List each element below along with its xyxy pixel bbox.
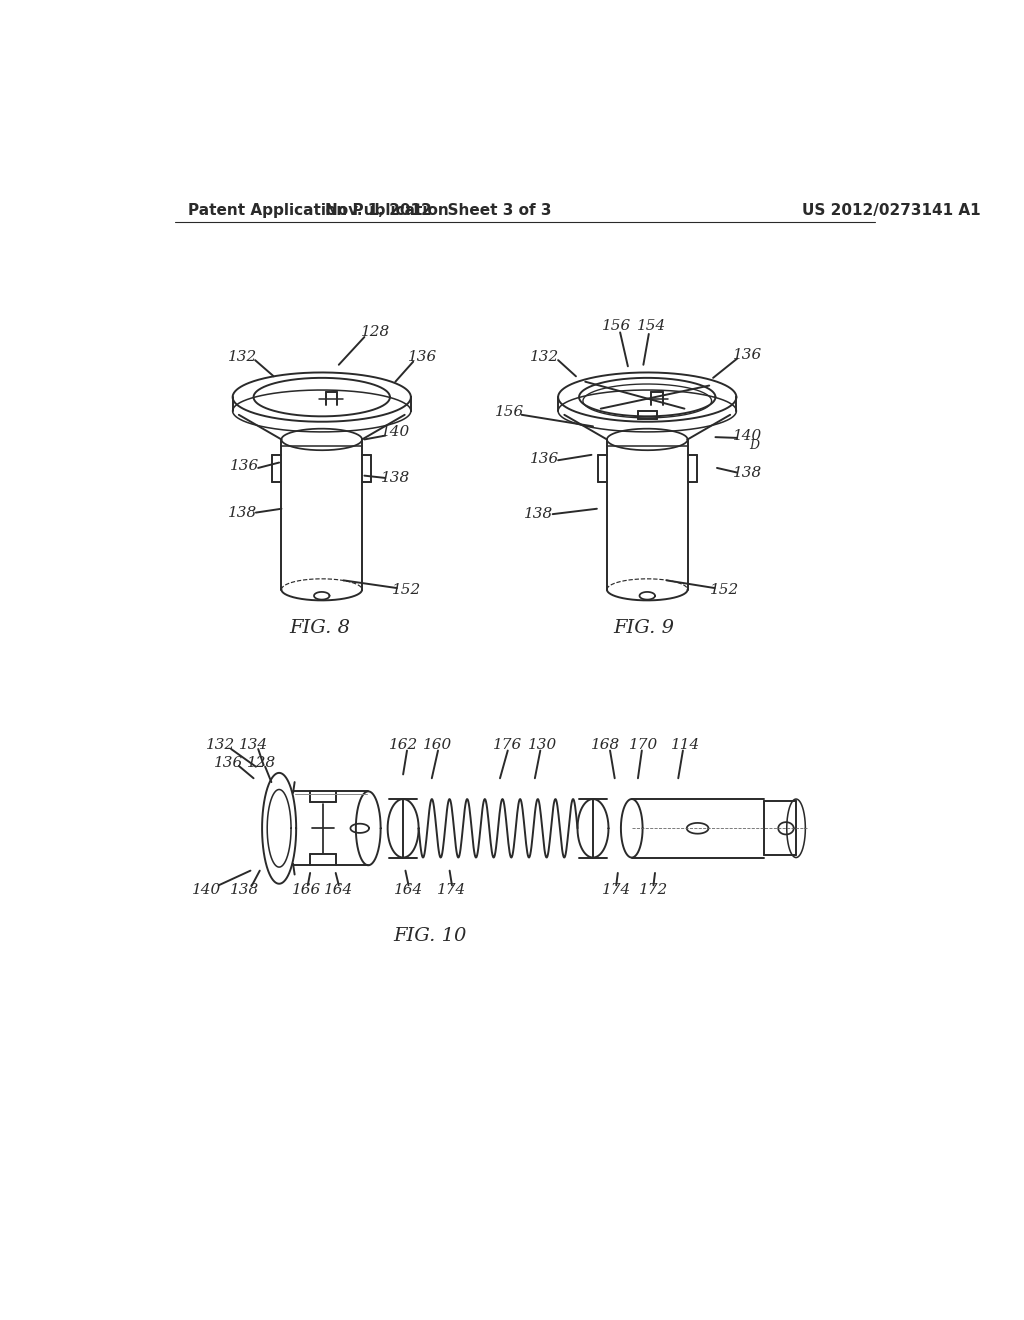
Text: 136: 136 xyxy=(229,459,259,474)
Text: 114: 114 xyxy=(672,738,700,752)
Text: D: D xyxy=(750,440,759,453)
Text: 138: 138 xyxy=(381,471,410,484)
Text: Patent Application Publication: Patent Application Publication xyxy=(188,203,450,218)
Text: 138: 138 xyxy=(733,466,763,479)
Text: 140: 140 xyxy=(733,429,763,442)
Text: 128: 128 xyxy=(361,325,390,339)
Text: 160: 160 xyxy=(423,738,453,752)
Text: 176: 176 xyxy=(494,738,522,752)
Text: 132: 132 xyxy=(207,738,236,752)
Text: 168: 168 xyxy=(591,738,620,752)
Text: FIG. 8: FIG. 8 xyxy=(290,619,350,638)
Text: Nov. 1, 2012   Sheet 3 of 3: Nov. 1, 2012 Sheet 3 of 3 xyxy=(325,203,551,218)
Text: 128: 128 xyxy=(247,756,275,770)
Text: 162: 162 xyxy=(388,738,418,752)
Text: 166: 166 xyxy=(292,883,321,896)
Text: 152: 152 xyxy=(710,582,739,597)
Text: 164: 164 xyxy=(394,883,423,896)
Text: 174: 174 xyxy=(437,883,467,896)
Text: 138: 138 xyxy=(228,506,257,520)
Text: US 2012/0273141 A1: US 2012/0273141 A1 xyxy=(802,203,981,218)
Text: 152: 152 xyxy=(392,582,422,597)
Text: 170: 170 xyxy=(629,738,658,752)
Text: 136: 136 xyxy=(408,350,437,364)
Text: 154: 154 xyxy=(637,319,666,333)
Text: 132: 132 xyxy=(228,350,257,364)
Text: 136: 136 xyxy=(733,347,763,362)
Text: 164: 164 xyxy=(325,883,353,896)
Text: 156: 156 xyxy=(495,405,524,420)
Text: 134: 134 xyxy=(239,738,268,752)
Text: FIG. 10: FIG. 10 xyxy=(393,927,467,945)
Text: 138: 138 xyxy=(229,883,259,896)
Text: 138: 138 xyxy=(524,507,553,521)
Text: 136: 136 xyxy=(214,756,244,770)
Text: 130: 130 xyxy=(528,738,557,752)
Text: 132: 132 xyxy=(530,350,559,364)
Text: FIG. 9: FIG. 9 xyxy=(613,619,674,638)
Text: 140: 140 xyxy=(381,425,410,438)
Text: 136: 136 xyxy=(530,451,559,466)
Text: 156: 156 xyxy=(602,319,631,333)
Text: 172: 172 xyxy=(639,883,668,896)
Text: 140: 140 xyxy=(193,883,221,896)
Text: 174: 174 xyxy=(602,883,631,896)
